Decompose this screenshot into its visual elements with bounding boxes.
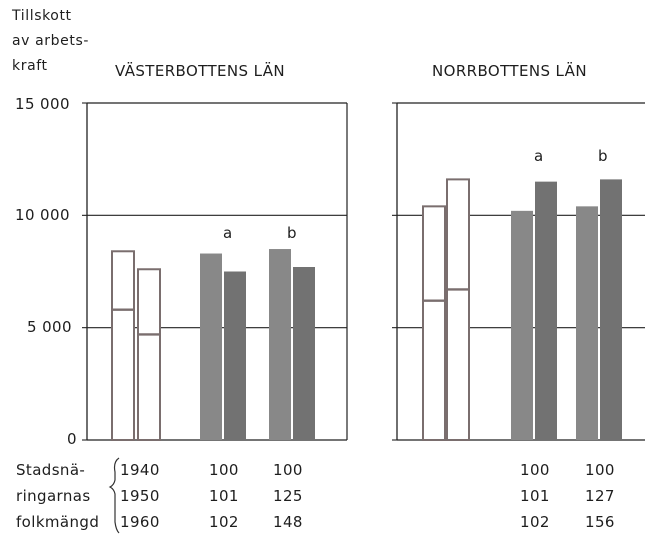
panel-2-bar-outline-base-2 <box>446 178 470 442</box>
panel-1-bar-outline-base-2 <box>137 268 161 441</box>
table-vb-b-1960: 148 <box>273 513 303 531</box>
table-year-1940: 1940 <box>120 461 160 479</box>
table-year-1950: 1950 <box>120 487 160 505</box>
y-axis-title-line-2: av arbets- <box>12 33 89 49</box>
table-row-label-2: ringarnas <box>16 487 91 505</box>
panel-2-bar-b-5 <box>576 206 598 440</box>
group-label-a-norrbotten: a <box>534 147 544 165</box>
table-nb-b-1940: 100 <box>585 461 615 479</box>
table-nb-a-1950: 101 <box>520 487 550 505</box>
table-nb-b-1950: 127 <box>585 487 615 505</box>
table-vb-b-1950: 125 <box>273 487 303 505</box>
group-label-b-norrbotten: b <box>598 147 608 165</box>
panel-2-bar-b-6 <box>600 179 622 441</box>
y-axis-title: Tillskott av arbets- kraft <box>12 4 89 79</box>
panel-2-bar-a-4 <box>535 181 557 440</box>
panel-1-bar-b-5 <box>269 249 291 440</box>
y-tick-label-15000: 15 000 <box>15 95 70 113</box>
table-vb-b-1940: 100 <box>273 461 303 479</box>
table-nb-a-1940: 100 <box>520 461 550 479</box>
group-label-b-vasterbotten: b <box>287 224 297 242</box>
panel-1-bar-outline-base-1 <box>111 250 135 441</box>
panel-1-bar-b-6 <box>293 267 315 440</box>
table-nb-b-1960: 156 <box>585 513 615 531</box>
table-vb-a-1960: 102 <box>209 513 239 531</box>
y-axis-title-line-1: Tillskott <box>12 8 72 24</box>
panel-1-bar-a-4 <box>224 271 246 440</box>
table-nb-a-1960: 102 <box>520 513 550 531</box>
panel-2-bar-a-3 <box>511 210 533 440</box>
panel-title-norrbotten: NORRBOTTENS LÄN <box>432 62 587 80</box>
table-brace <box>108 457 120 534</box>
y-tick-label-0: 0 <box>67 430 77 448</box>
table-vb-a-1940: 100 <box>209 461 239 479</box>
table-row-label-1: Stadsnä- <box>16 461 86 479</box>
panel-1-bar-a-3 <box>200 253 222 440</box>
group-label-a-vasterbotten: a <box>223 224 233 242</box>
table-year-1960: 1960 <box>120 513 160 531</box>
y-axis-title-line-3: kraft <box>12 58 48 74</box>
table-row-label-3: folkmängd <box>16 513 100 531</box>
y-tick-label-10000: 10 000 <box>15 206 70 224</box>
panel-2-bar-outline-base-1 <box>422 205 446 441</box>
panel-title-vasterbotten: VÄSTERBOTTENS LÄN <box>115 62 286 80</box>
table-vb-a-1950: 101 <box>209 487 239 505</box>
y-tick-label-5000: 5 000 <box>27 318 72 336</box>
